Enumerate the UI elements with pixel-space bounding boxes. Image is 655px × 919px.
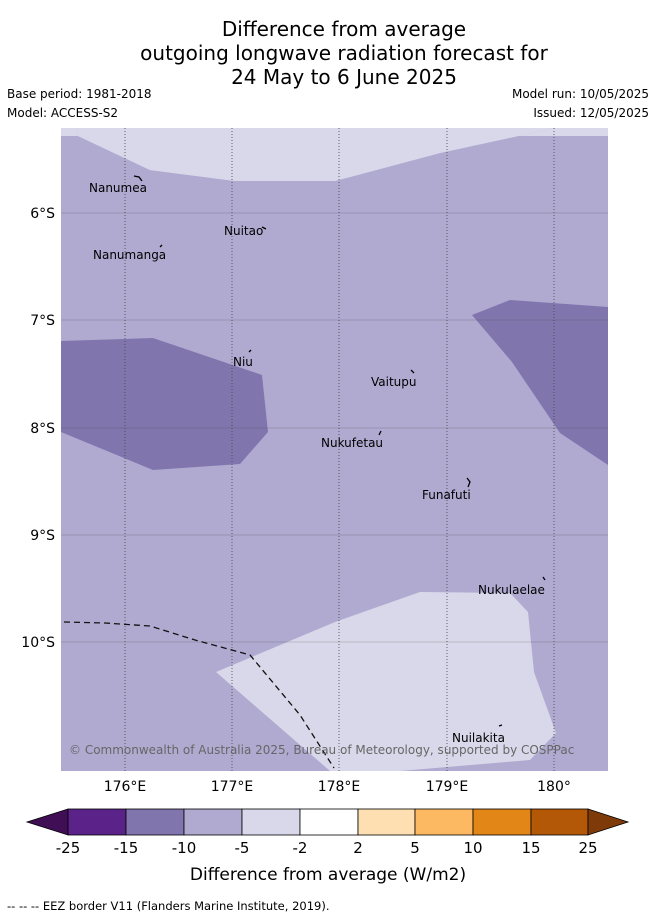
latitude-gridlines: [61, 212, 608, 643]
lon-label: 178°E: [318, 779, 361, 795]
colorbar-swatch: [414, 808, 474, 836]
model-run: Model run: 10/05/2025: [511, 87, 649, 101]
colorbar-swatch: [125, 808, 185, 836]
island-label-vaitupu: Vaitupu: [371, 375, 417, 389]
lat-label: 7°S: [30, 313, 55, 329]
colorbar-swatch: [67, 808, 127, 836]
island-label-nuilakita: Nuilakita: [452, 731, 505, 745]
longitude-labels: 176°E 177°E 178°E 179°E 180°: [104, 779, 571, 795]
eez-border: [63, 621, 335, 769]
colorbar-tick: 15: [521, 839, 540, 857]
lat-label: 8°S: [30, 421, 55, 437]
colorbar-tick: 5: [410, 839, 420, 857]
colorbar-tick: -25: [56, 839, 81, 857]
island-label-niu: Niu: [233, 355, 253, 369]
colorbar-swatch: [357, 808, 416, 836]
copyright-notice: © Commonwealth of Australia 2025, Bureau…: [69, 743, 574, 757]
island-label-nanumea: Nanumea: [89, 181, 147, 195]
colorbar-arrow-high: [587, 808, 630, 836]
colorbar-tick: 25: [578, 839, 597, 857]
colorbar-swatch: [183, 808, 243, 836]
colorbar: [25, 808, 630, 836]
colorbar-tick: 10: [463, 839, 482, 857]
longitude-gridlines: [124, 128, 555, 771]
latitude-labels: 6°S 7°S 8°S 9°S 10°S: [21, 206, 55, 651]
colorbar-arrow-low: [25, 808, 69, 836]
lon-label: 176°E: [104, 779, 147, 795]
eez-footnote: -- -- -- EEZ border V11 (Flanders Marine…: [7, 899, 330, 913]
island-label-nanumanga: Nanumanga: [93, 248, 166, 262]
colorbar-tick: -5: [235, 839, 250, 857]
island-label-nukulaelae: Nukulaelae: [478, 583, 545, 597]
colorbar-swatch: [299, 808, 359, 836]
issued-date: Issued: 12/05/2025: [533, 106, 649, 120]
island-label-nuitao: Nuitao: [224, 224, 263, 238]
colorbar-label: Difference from average (W/m2): [190, 865, 466, 885]
colorbar-tick: -2: [293, 839, 308, 857]
island-label-nukufetau: Nukufetau: [321, 436, 383, 450]
anomaly-region-east-dark: [472, 300, 608, 465]
lat-label: 9°S: [30, 528, 55, 544]
lon-label: 179°E: [426, 779, 469, 795]
model-name: Model: ACCESS-S2: [7, 106, 119, 120]
anomaly-region-west-dark: [61, 338, 268, 470]
colorbar-tick: -15: [114, 839, 139, 857]
colorbar-ticks: -25 -15 -10 -5 -2 2 5 10 15 25: [56, 839, 598, 857]
anomaly-region-south-light: [216, 592, 556, 771]
colorbar-swatch: [472, 808, 532, 836]
colorbar-swatch: [241, 808, 301, 836]
lat-label: 10°S: [21, 635, 55, 651]
island-label-funafuti: Funafuti: [422, 488, 471, 502]
chart-title: Difference from average outgoing longwav…: [140, 17, 548, 89]
anomaly-region-top-light-b: [76, 128, 608, 181]
base-period: Base period: 1981-2018: [7, 87, 152, 101]
colorbar-tick: -10: [172, 839, 197, 857]
colorbar-swatch: [530, 808, 589, 836]
lon-label: 177°E: [211, 779, 254, 795]
island-shapes: [133, 175, 546, 727]
colorbar-tick: 2: [353, 839, 363, 857]
lon-label: 180°: [537, 779, 571, 795]
lat-label: 6°S: [30, 206, 55, 222]
